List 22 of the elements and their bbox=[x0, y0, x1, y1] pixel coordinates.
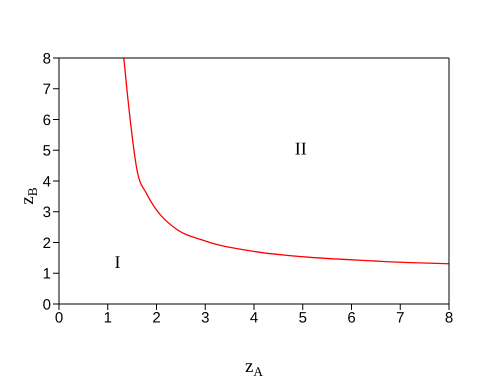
annotation: I bbox=[114, 252, 120, 272]
x-tick-label: 8 bbox=[444, 310, 454, 327]
x-axis-title: z$_{A}$ bbox=[244, 356, 264, 379]
line-series bbox=[123, 58, 449, 264]
y-tick-label: 5 bbox=[42, 142, 51, 160]
y-tick-label: 0 bbox=[42, 296, 51, 314]
y-tick-label: 2 bbox=[42, 234, 51, 252]
x-tick-label: 4 bbox=[250, 310, 258, 327]
x-tick-label: 7 bbox=[396, 310, 404, 327]
y-tick-label: 8 bbox=[42, 50, 51, 68]
y-tick-label: 1 bbox=[42, 266, 51, 283]
y-tick-label: 3 bbox=[42, 204, 51, 222]
x-tick-label: 0 bbox=[54, 310, 64, 327]
x-tick-label: 6 bbox=[347, 310, 356, 327]
y-tick-label: 6 bbox=[42, 112, 51, 129]
x-tick-label: 2 bbox=[152, 310, 161, 327]
x-tick-label: 1 bbox=[104, 310, 112, 327]
y-tick-label: 4 bbox=[42, 173, 51, 190]
x-tick-label: 3 bbox=[201, 310, 210, 327]
y-tick-label: 7 bbox=[42, 81, 51, 98]
annotation: II bbox=[294, 138, 307, 159]
x-tick-label: 5 bbox=[298, 310, 307, 327]
